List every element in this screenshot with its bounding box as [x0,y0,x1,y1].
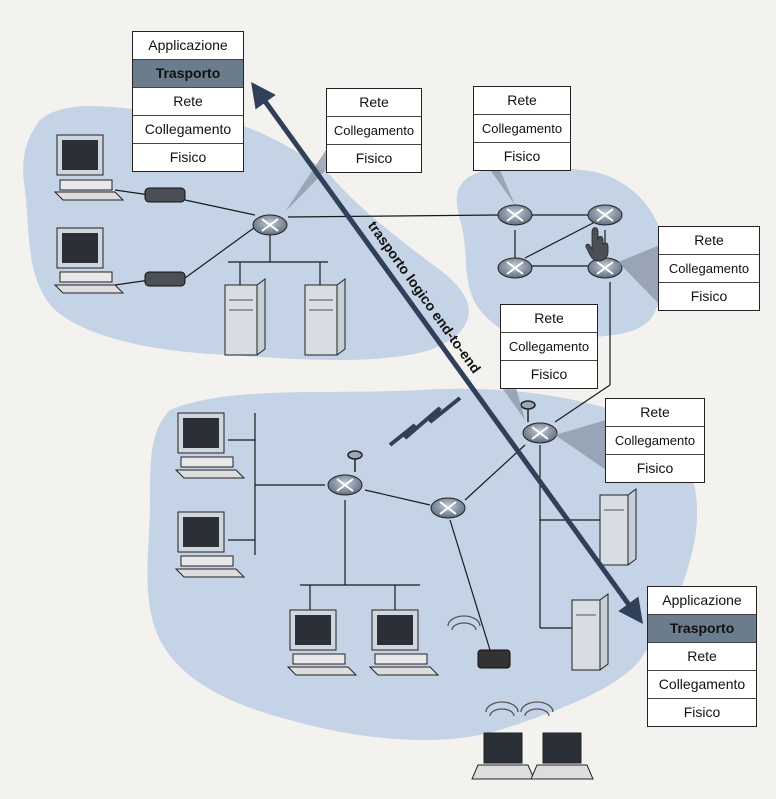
layer-physical: Fisico [503,148,541,164]
desktop-icon [174,511,246,578]
router-protocol-stack-2: Rete Collegamento Fisico [473,86,571,171]
layer-link: Collegamento [474,115,570,143]
layer-physical: Fisico [169,149,207,165]
layer-link: Collegamento [648,671,756,699]
laptops [471,732,594,780]
dest-host-protocol-stack: Applicazione Trasporto Rete Collegamento… [647,586,757,727]
router-protocol-stack-3: Rete Collegamento Fisico [658,226,760,311]
layer-link: Collegamento [606,427,704,455]
router-icon [327,474,363,496]
layer-physical: Fisico [636,460,674,476]
router-icon [430,497,466,519]
layer-network: Rete [133,88,243,116]
desktop-computers [53,134,440,676]
wifi-base-station-icon [477,649,511,669]
layer-link: Collegamento [327,117,421,145]
layer-network: Rete [327,89,421,117]
layer-transport: Trasporto [133,60,243,88]
layer-physical: Fisico [355,150,393,166]
laptop-icon [471,732,535,780]
router-icon [497,257,533,279]
router-protocol-stack-5: Rete Collegamento Fisico [605,398,705,483]
layer-transport: Trasporto [648,615,756,643]
layer-network: Rete [659,227,759,255]
laptop-icon [530,732,594,780]
layer-physical: Fisico [683,704,721,720]
layer-application: Applicazione [133,32,243,60]
layer-link: Collegamento [133,116,243,144]
layer-link: Collegamento [659,255,759,283]
desktop-icon [53,227,125,294]
layer-application: Applicazione [648,587,756,615]
router-icon [252,214,288,236]
router-protocol-stack-4: Rete Collegamento Fisico [500,304,598,389]
server-icon [599,488,637,566]
router-icon [587,257,623,279]
server-icon [304,278,346,356]
layer-link: Collegamento [501,333,597,361]
layer-network: Rete [501,305,597,333]
layer-physical: Fisico [530,366,568,382]
router-icon [587,204,623,226]
router-icon [522,422,558,444]
server-icon [571,593,609,671]
router-protocol-stack-1: Rete Collegamento Fisico [326,88,422,173]
layer-network: Rete [606,399,704,427]
modem-icon [144,187,186,203]
end-to-end-arrow [251,81,643,625]
modems [144,187,511,669]
desktop-icon [53,134,125,201]
modem-icon [144,271,186,287]
source-host-protocol-stack: Applicazione Trasporto Rete Collegamento… [132,31,244,172]
layer-network: Rete [648,643,756,671]
server-icon [224,278,266,356]
desktop-icon [174,412,246,479]
layer-physical: Fisico [690,288,728,304]
layer-network: Rete [474,87,570,115]
router-icon [497,204,533,226]
